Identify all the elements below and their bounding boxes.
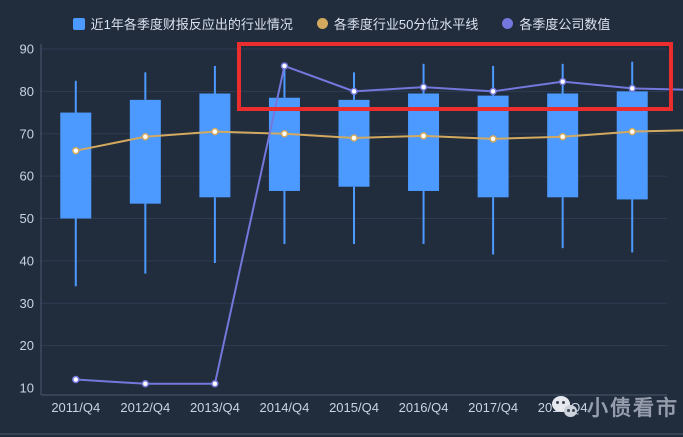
data-point-marker	[350, 87, 358, 96]
data-point-marker	[419, 132, 428, 140]
watermark-text: 小债看市	[587, 397, 679, 420]
data-point-marker	[280, 130, 289, 138]
data-point-marker	[489, 87, 497, 96]
y-axis-label: 30	[20, 296, 34, 311]
legend-item-50th-percentile-line[interactable]: 各季度行业50分位水平线	[316, 14, 479, 33]
y-axis-label: 90	[20, 42, 34, 57]
x-axis-label: 2012/Q4	[120, 400, 170, 415]
y-axis-label: 50	[20, 211, 34, 226]
x-axis-label: 2014/Q4	[260, 400, 310, 415]
data-point-marker	[558, 77, 567, 86]
legend-label: 近1年各季度财报反应出的行业情况	[90, 17, 293, 32]
chart-legend: 近1年各季度财报反应出的行业情况 各季度行业50分位水平线 各季度公司数值	[0, 14, 683, 33]
box-body	[199, 93, 231, 198]
percentile-series-icon	[316, 18, 328, 29]
box-body	[60, 112, 92, 219]
data-point-marker	[141, 380, 150, 388]
company-series-icon	[502, 18, 514, 29]
annotation-rectangle	[237, 42, 673, 111]
data-point-marker	[72, 146, 80, 155]
wechat-icon	[552, 394, 580, 420]
x-axis-label: 2015/Q4	[329, 400, 379, 415]
data-point-marker	[72, 375, 80, 384]
legend-label: 各季度公司数值	[519, 17, 611, 32]
data-point-marker	[558, 132, 567, 141]
box-body	[129, 99, 161, 204]
data-point-marker	[141, 132, 150, 141]
legend-item-industry-boxplot[interactable]: 近1年各季度财报反应出的行业情况	[72, 14, 293, 33]
boxplot-series-icon	[72, 17, 85, 30]
legend-item-company-value-line[interactable]: 各季度公司数值	[502, 14, 610, 33]
box-body	[477, 95, 509, 198]
y-axis-label: 70	[20, 126, 34, 141]
x-axis-label: 2011/Q4	[51, 400, 100, 415]
data-point-marker	[628, 84, 636, 93]
bottom-divider	[0, 433, 683, 435]
data-point-marker	[280, 62, 289, 70]
y-axis-label: 10	[20, 381, 34, 396]
data-point-marker	[211, 380, 219, 388]
box-body	[338, 99, 370, 187]
data-point-marker	[489, 135, 497, 143]
x-axis-label: 2013/Q4	[190, 400, 240, 415]
y-axis-label: 20	[20, 338, 34, 353]
percentile-line	[75, 129, 683, 152]
legend-label: 各季度行业50分位水平线	[333, 17, 479, 32]
data-point-marker	[628, 127, 636, 136]
watermark: 小债看市	[552, 392, 679, 422]
x-axis-label: 2016/Q4	[399, 400, 449, 415]
data-point-marker	[419, 83, 428, 91]
y-axis-label: 80	[20, 84, 34, 99]
y-axis-label: 40	[20, 253, 34, 268]
company-value-line	[75, 64, 683, 385]
data-point-marker	[350, 134, 358, 142]
y-axis-label: 60	[20, 169, 34, 184]
data-point-marker	[211, 127, 219, 136]
x-axis-label: 2017/Q4	[468, 400, 518, 415]
